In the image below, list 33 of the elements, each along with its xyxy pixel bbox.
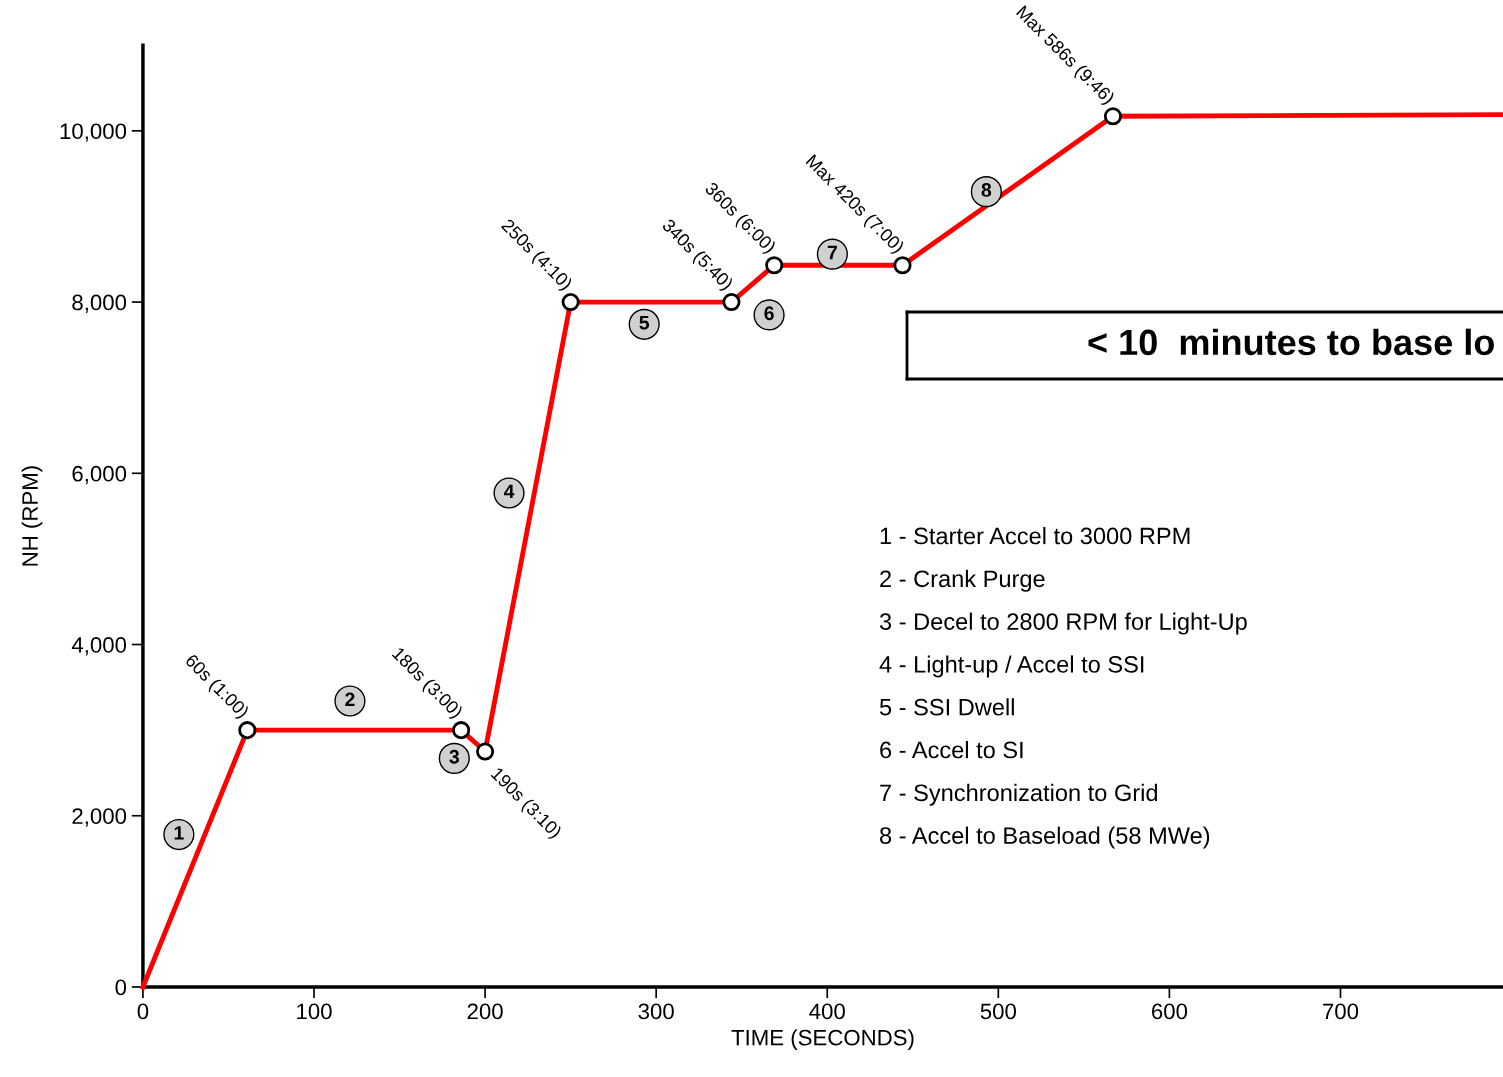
y-tick-label: 2,000 <box>72 808 127 827</box>
annotation: 2 - Crank Purge <box>880 569 1045 592</box>
y-tick-label: 8,000 <box>72 294 127 313</box>
x-tick-label: 100 <box>297 1003 332 1020</box>
y-tick-label: 4,000 <box>71 637 127 656</box>
y-tick-label: 10,000 <box>60 123 127 142</box>
y-tick-label: 6,000 <box>72 465 127 485</box>
annotation: 3 <box>449 749 459 764</box>
annotation: 8 <box>981 183 992 197</box>
annotation: 3 - Decel to 2800 RPM for Light-Up <box>879 612 1247 635</box>
annotation: 2 <box>345 692 355 707</box>
x-tick-label: 500 <box>980 1003 1016 1020</box>
x-tick-label: 0 <box>137 1003 149 1020</box>
x-tick-label: 400 <box>809 1003 845 1020</box>
x-tick-label: 200 <box>467 1003 503 1020</box>
annotation: 1 - Starter Accel to 3000 RPM <box>880 526 1190 545</box>
y-tick-label: 0 <box>115 979 127 996</box>
annotation: 6 - Accel to SI <box>880 740 1023 759</box>
annotation: 4 <box>503 484 515 499</box>
annotation: 5 <box>639 315 650 330</box>
x-tick-label: 300 <box>638 1003 674 1020</box>
annotation: 1 <box>174 826 184 840</box>
annotation: 5 - SSI Dwell <box>879 698 1014 716</box>
x-tick-label: 700 <box>1323 1003 1359 1020</box>
x-axis-title: TIME (SECONDS) <box>731 1029 914 1050</box>
annotation: 7 - Synchronization to Grid <box>880 783 1158 806</box>
annotation: 6 <box>764 306 774 321</box>
y-axis-title: NH (RPM) <box>21 466 43 566</box>
annotation: 4 - Light-up / Accel to SSI <box>879 655 1144 678</box>
annotation: < 10 minutes to base lo <box>1088 328 1494 356</box>
x-tick-label: 600 <box>1151 1003 1188 1020</box>
annotation: 8 - Accel to Baseload (58 MWe) <box>880 826 1210 849</box>
annotation: 7 <box>827 245 837 260</box>
